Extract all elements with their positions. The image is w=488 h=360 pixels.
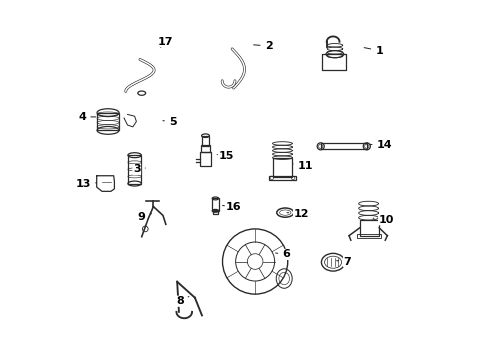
Bar [200,152,211,166]
Bar [320,144,366,149]
Text: 10: 10 [372,215,393,225]
Bar [272,158,292,177]
Bar [200,145,210,152]
Bar [128,155,141,184]
Bar [356,234,380,238]
Bar [212,198,218,211]
Bar [201,136,209,146]
Text: 12: 12 [286,209,308,219]
Bar [322,54,345,70]
Text: 9: 9 [138,212,151,222]
Text: 17: 17 [158,37,173,48]
Text: 6: 6 [275,249,290,260]
Text: 11: 11 [292,161,313,171]
Text: 13: 13 [75,179,96,189]
Text: 14: 14 [369,140,391,150]
Text: 8: 8 [176,296,188,306]
Text: 3: 3 [133,165,145,174]
Bar [97,113,119,130]
Bar [359,220,378,236]
Bar [268,176,295,180]
Text: 1: 1 [364,46,382,56]
Text: 7: 7 [336,257,350,266]
Text: 2: 2 [253,41,272,51]
Text: 5: 5 [163,117,176,126]
Bar [212,210,218,215]
Text: 15: 15 [217,151,233,161]
Text: 16: 16 [222,202,241,212]
Text: 4: 4 [78,112,96,122]
